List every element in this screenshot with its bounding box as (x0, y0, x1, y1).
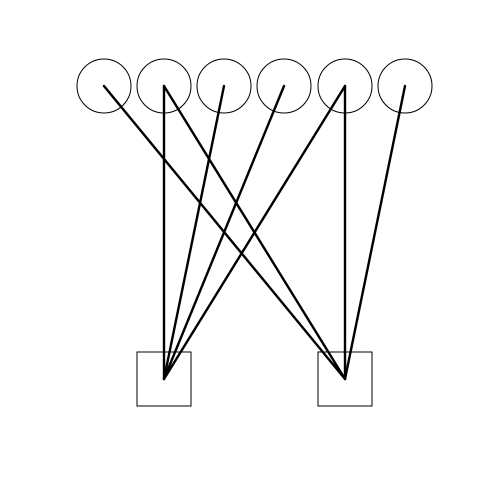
circle-node-c6 (377, 58, 433, 114)
edge-c6-s2 (343, 84, 407, 381)
edge-c5-s1 (162, 84, 347, 381)
edge-c4-s1 (162, 84, 286, 381)
circle-node-c1 (76, 58, 132, 114)
edge-c3-s1 (162, 84, 226, 381)
edges-layer (102, 84, 407, 381)
circle-node-c3 (196, 58, 252, 114)
circle-node-c4 (256, 58, 312, 114)
